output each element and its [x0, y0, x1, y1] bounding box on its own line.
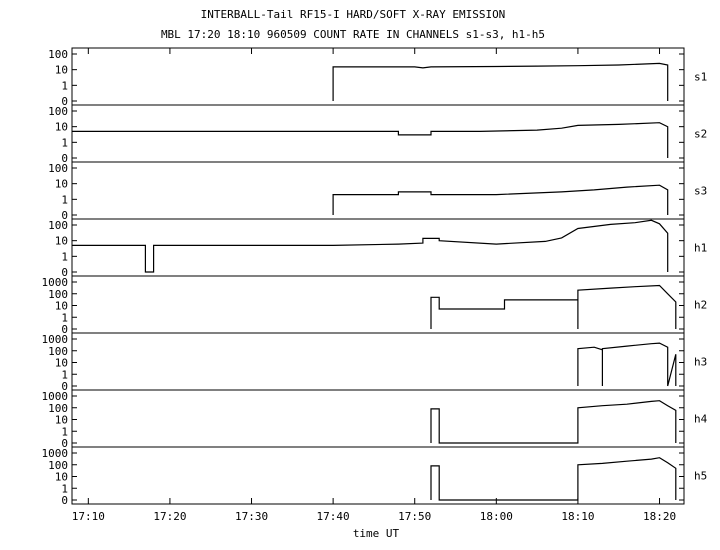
channel-label: s2 — [694, 128, 707, 141]
channel-label: h3 — [694, 356, 707, 369]
y-tick-label: 1 — [61, 79, 68, 92]
panel-frame — [71, 446, 685, 505]
series-line-s2 — [72, 122, 669, 158]
y-tick-label: 0 — [61, 494, 68, 507]
y-tick-label: 1 — [61, 250, 68, 263]
series-line-h5 — [430, 457, 677, 501]
y-tick-label: 0 — [61, 209, 68, 222]
y-tick-label: 10 — [55, 414, 68, 427]
y-tick-label: 1000 — [42, 390, 69, 403]
y-tick-label: 100 — [48, 48, 68, 61]
panels: 1001010s11001010s21001010s31001010h11000… — [42, 47, 708, 507]
channel-label: h5 — [694, 470, 707, 483]
panel-frame — [71, 104, 685, 163]
x-tick-label: 17:10 — [72, 510, 105, 523]
panel-frame — [71, 218, 685, 277]
series-line-h4 — [430, 400, 677, 444]
panel-frame — [71, 47, 685, 106]
y-tick-label: 10 — [55, 471, 68, 484]
y-tick-label: 1000 — [42, 276, 69, 289]
channel-label: s1 — [694, 71, 707, 84]
x-axis-label: time UT — [353, 527, 400, 540]
series-line-h1 — [72, 219, 669, 273]
x-tick-label: 17:30 — [235, 510, 268, 523]
channel-label: h2 — [694, 299, 707, 312]
y-tick-label: 100 — [48, 402, 68, 415]
series-line-s3 — [332, 184, 669, 215]
y-tick-label: 0 — [61, 380, 68, 393]
panel-frame — [71, 389, 685, 448]
x-tick-label: 18:00 — [480, 510, 513, 523]
y-tick-label: 0 — [61, 95, 68, 108]
x-tick-label: 17:50 — [398, 510, 431, 523]
chart-subtitle: MBL 17:20 18:10 960509 COUNT RATE IN CHA… — [161, 28, 545, 41]
y-tick-label: 0 — [61, 266, 68, 279]
y-tick-label: 10 — [55, 357, 68, 370]
y-tick-label: 1000 — [42, 447, 69, 460]
y-tick-label: 100 — [48, 219, 68, 232]
series-line-h2 — [430, 284, 677, 329]
y-tick-label: 1 — [61, 368, 68, 381]
y-tick-label: 10 — [55, 64, 68, 77]
y-tick-label: 1 — [61, 425, 68, 438]
channel-label: s3 — [694, 185, 707, 198]
y-tick-label: 10 — [55, 300, 68, 313]
y-tick-label: 1 — [61, 193, 68, 206]
y-tick-label: 100 — [48, 288, 68, 301]
y-tick-label: 10 — [55, 178, 68, 191]
y-tick-label: 0 — [61, 152, 68, 165]
channel-label: h1 — [694, 242, 707, 255]
x-tick-label: 18:20 — [643, 510, 676, 523]
x-axis: 17:10 17:20 17:30 17:40 17:50 18:00 18:10 18:20 — [72, 48, 676, 523]
y-tick-label: 10 — [55, 235, 68, 248]
series-line-s1 — [332, 62, 669, 101]
panel-frame — [71, 332, 685, 391]
x-tick-label: 18:10 — [561, 510, 594, 523]
x-tick-label: 17:40 — [317, 510, 350, 523]
y-tick-label: 100 — [48, 162, 68, 175]
x-tick-label: 17:20 — [153, 510, 186, 523]
series-line-h3 — [577, 342, 677, 387]
y-tick-label: 1 — [61, 482, 68, 495]
y-tick-label: 0 — [61, 437, 68, 450]
panel-frame — [71, 275, 685, 334]
chart-title: INTERBALL-Tail RF15-I HARD/SOFT X-RAY EM… — [201, 8, 506, 21]
y-tick-label: 1000 — [42, 333, 69, 346]
y-tick-label: 0 — [61, 323, 68, 336]
y-tick-label: 1 — [61, 136, 68, 149]
y-tick-label: 10 — [55, 121, 68, 134]
y-tick-label: 1 — [61, 311, 68, 324]
y-tick-label: 100 — [48, 459, 68, 472]
channel-label: h4 — [694, 413, 708, 426]
y-tick-label: 100 — [48, 345, 68, 358]
y-tick-label: 100 — [48, 105, 68, 118]
